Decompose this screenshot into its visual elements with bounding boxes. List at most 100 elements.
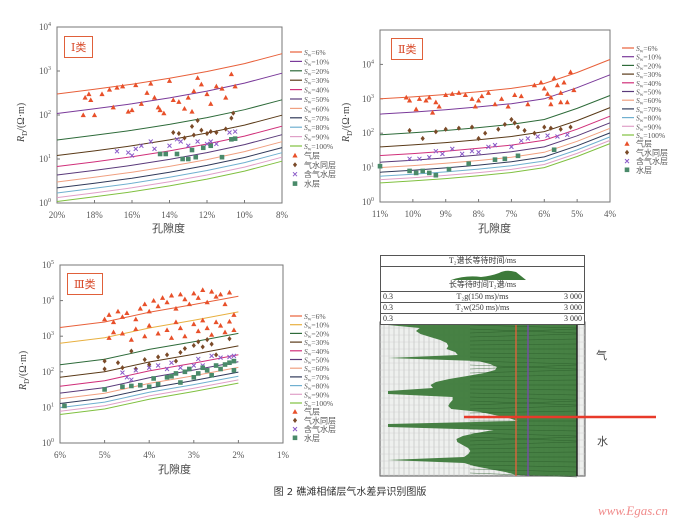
legend-label: Sw=60%	[304, 104, 329, 115]
data-point	[187, 366, 192, 372]
legend-marker-x	[292, 171, 298, 177]
y-tick-exponent: 0	[371, 197, 374, 203]
spectrum-trace	[469, 392, 578, 396]
data-point	[191, 375, 197, 380]
data-point	[561, 79, 567, 85]
data-point	[106, 335, 112, 340]
spectrum-trace	[469, 374, 578, 378]
y-tick-exponent: 0	[48, 198, 51, 204]
data-point	[128, 337, 134, 342]
legend-label: Sw=40%	[304, 347, 329, 358]
data-point	[518, 138, 524, 144]
legend-value: =80%	[643, 114, 661, 123]
ylabel-text: RD/(Ω·m)	[18, 350, 31, 390]
data-point	[486, 144, 491, 150]
data-point	[541, 85, 547, 91]
data-point	[146, 308, 152, 314]
data-point	[148, 139, 154, 144]
data-point	[227, 130, 232, 135]
legend-label: Sw=80%	[304, 123, 329, 134]
data-point	[129, 377, 134, 383]
sw-line-80	[59, 375, 239, 409]
legend-marker-triangle	[292, 409, 298, 414]
data-point	[62, 403, 67, 409]
legend-s: S	[304, 338, 308, 347]
data-point	[148, 80, 154, 86]
legend-label: Sw=6%	[636, 44, 658, 55]
legend-label: 水层	[304, 179, 320, 189]
data-point	[228, 71, 234, 77]
data-point	[182, 135, 187, 141]
data-point	[80, 112, 86, 118]
sw-line-40	[379, 115, 611, 156]
legend-value: =60%	[311, 104, 329, 113]
legend-value: =100%	[643, 131, 665, 140]
data-point	[229, 137, 234, 142]
legend-sub: w	[308, 110, 312, 115]
data-point	[476, 135, 481, 142]
data-point	[231, 368, 237, 373]
data-point	[522, 127, 527, 134]
sw-line-30	[379, 107, 611, 148]
data-point	[538, 79, 544, 85]
data-point	[182, 369, 188, 375]
data-point	[551, 147, 557, 153]
legend-sub: w	[308, 138, 312, 143]
data-point	[204, 325, 210, 331]
data-point	[198, 81, 204, 87]
data-point	[208, 139, 214, 144]
legend-label: Sw=60%	[304, 364, 329, 375]
legend-sub: w	[640, 84, 644, 89]
sw-line-100	[56, 160, 283, 202]
data-point	[129, 348, 134, 354]
legend-label: 水层	[636, 165, 652, 175]
data-point	[182, 345, 187, 352]
legend-value: =50%	[643, 88, 661, 97]
spectrum-trace	[469, 460, 578, 463]
y-tick-exponent: 0	[51, 438, 54, 444]
legend-s: S	[636, 88, 640, 97]
legend-label: Sw=80%	[636, 114, 661, 125]
log-track-row: 0.3 3 000	[380, 314, 585, 325]
data-point	[139, 143, 144, 149]
data-point	[227, 354, 232, 360]
data-point	[167, 143, 172, 149]
data-point	[180, 156, 185, 162]
data-point	[129, 107, 135, 113]
legend-s: S	[304, 133, 308, 142]
y-tick-label: 104	[39, 22, 51, 32]
data-point	[193, 154, 199, 160]
data-point	[110, 104, 116, 110]
legend-s: S	[304, 76, 308, 85]
y-tick-label: 105	[42, 260, 54, 270]
data-point	[173, 371, 179, 376]
data-point	[449, 146, 455, 152]
data-point	[492, 157, 498, 162]
legend-sub: w	[308, 318, 312, 323]
x-tick-label: 10%	[405, 209, 422, 219]
data-point	[462, 92, 469, 97]
legend-s: S	[636, 44, 640, 53]
data-point	[429, 109, 436, 115]
legend-label: Sw=90%	[304, 133, 329, 144]
data-point	[178, 139, 184, 144]
data-point	[120, 384, 125, 390]
legend-label: 气水同层	[636, 147, 668, 157]
data-point	[133, 366, 138, 372]
data-point	[173, 358, 179, 364]
legend-label: Sw=80%	[304, 382, 329, 393]
x-tick-label: 18%	[86, 210, 103, 220]
sw-line-60	[56, 141, 283, 183]
data-point	[200, 344, 205, 350]
legend-s: S	[304, 364, 308, 373]
data-point	[146, 384, 152, 390]
data-point	[164, 366, 170, 372]
data-point	[218, 366, 223, 372]
data-point	[469, 96, 475, 101]
x-tick-label: 6%	[538, 209, 551, 219]
data-point	[119, 314, 126, 319]
data-point	[231, 312, 237, 317]
legend-value: =40%	[311, 86, 329, 95]
data-point	[129, 383, 134, 389]
